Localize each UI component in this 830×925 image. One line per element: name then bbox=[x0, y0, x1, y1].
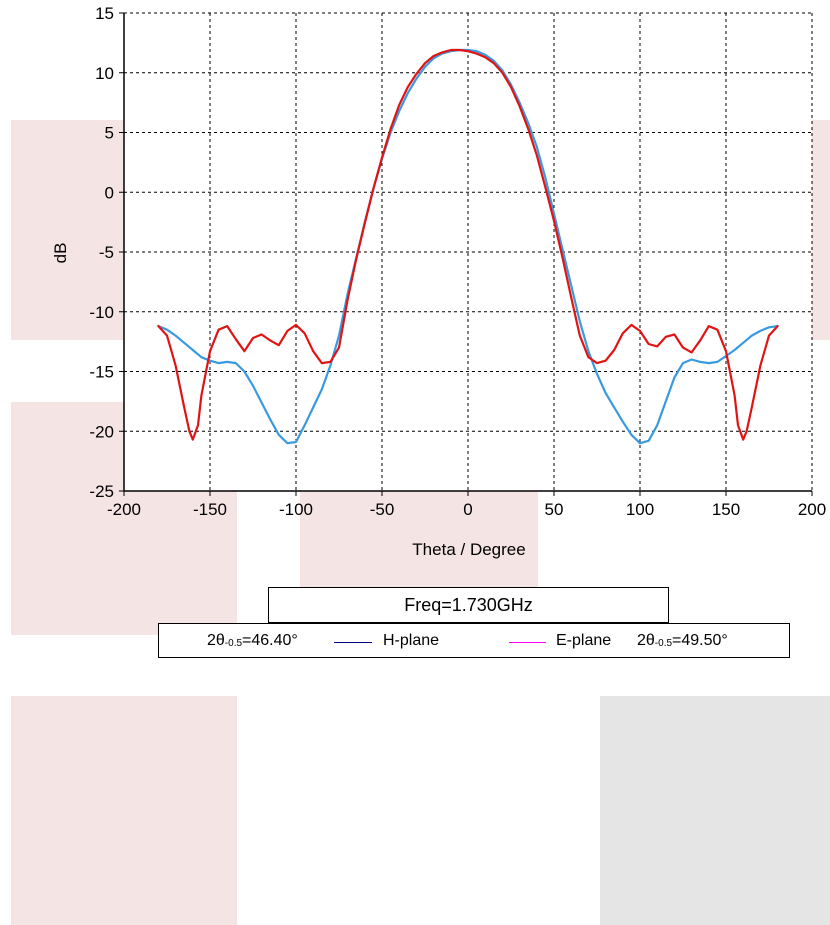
axes bbox=[119, 12, 813, 496]
e-plane-legend-line bbox=[509, 642, 546, 643]
y-tick-label: -20 bbox=[89, 422, 114, 441]
y-tick-label: -15 bbox=[89, 363, 114, 382]
tick-labels: -200 -150 -100 -50 0 50 100 150 200-25-20-15-10-… bbox=[89, 4, 826, 519]
y-tick-label: 10 bbox=[95, 64, 114, 83]
radiation-pattern-chart: -200 -150 -100 -50 0 50 100 150 200-25-20-15-10-… bbox=[51, 4, 826, 559]
y-tick-label: 0 bbox=[105, 183, 114, 202]
y-axis-title: dB bbox=[51, 243, 70, 264]
x-tick-label: 150 bbox=[712, 500, 740, 519]
h-plane-legend-label: H-plane bbox=[383, 632, 440, 649]
background-block-gray bbox=[600, 696, 830, 925]
h-plane-legend-line bbox=[334, 642, 372, 643]
x-tick-label: -150 bbox=[193, 500, 227, 519]
y-tick-label: 5 bbox=[105, 124, 114, 143]
x-tick-label: 200 bbox=[798, 500, 826, 519]
x-tick-label: -200 bbox=[107, 500, 141, 519]
background-block bbox=[11, 696, 237, 925]
legend: 2θ-0.5=46.40° H-plane E-plane 2θ-0.5=49.… bbox=[158, 623, 790, 658]
x-tick-label: 0 bbox=[463, 500, 472, 519]
y-tick-label: -5 bbox=[99, 243, 114, 262]
x-tick-label: 100 bbox=[626, 500, 654, 519]
e-plane-beamwidth: 2θ-0.5=49.50° bbox=[637, 632, 728, 649]
frequency-label: Freq=1.730GHz bbox=[404, 594, 533, 615]
grid-lines bbox=[124, 12, 813, 491]
h-plane-beamwidth: 2θ-0.5=46.40° bbox=[207, 632, 298, 649]
series-lines bbox=[157, 48, 779, 445]
x-tick-label: -100 bbox=[279, 500, 313, 519]
y-tick-label: 15 bbox=[95, 4, 114, 23]
h-plane-series-line bbox=[157, 48, 779, 445]
x-tick-label: -50 bbox=[370, 500, 395, 519]
y-tick-label: -10 bbox=[89, 303, 114, 322]
x-tick-label: 50 bbox=[545, 500, 564, 519]
y-tick-label: -25 bbox=[89, 482, 114, 501]
x-axis-title: Theta / Degree bbox=[412, 540, 525, 559]
e-plane-series-line bbox=[157, 48, 779, 441]
e-plane-legend-label: E-plane bbox=[556, 632, 612, 649]
frequency-box: Freq=1.730GHz bbox=[268, 587, 669, 623]
